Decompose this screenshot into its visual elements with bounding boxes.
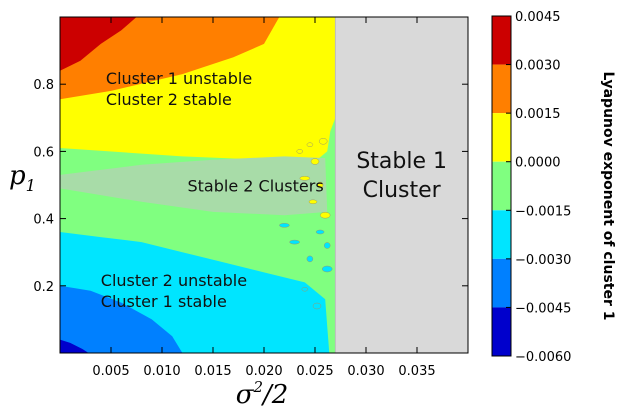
contour-speckle <box>316 181 324 189</box>
y-tick-label: 0.8 <box>33 78 54 93</box>
colorbar-segment <box>492 64 511 114</box>
contour-speckle <box>310 158 320 165</box>
contour-speckle <box>289 239 300 245</box>
contour-speckle <box>321 265 333 273</box>
x-tick-label: 0.025 <box>296 364 333 379</box>
colorbar-tick-label: −0.0030 <box>515 253 571 268</box>
contour-speckle <box>279 223 290 228</box>
contour-band-darkblue <box>60 339 89 353</box>
colorbar-tick-label: −0.0060 <box>515 350 571 365</box>
colorbar-segment <box>492 258 511 308</box>
contour-speckle <box>308 199 318 205</box>
stable-two-clusters-region <box>60 156 328 216</box>
x-tick-label: 0.015 <box>194 364 231 379</box>
contour-band-red <box>60 17 137 71</box>
contour-speckle <box>306 255 314 263</box>
x-tick-label: 0.010 <box>143 364 180 379</box>
x-tick-label: 0.020 <box>245 364 282 379</box>
x-axis-label: σ2/2 <box>236 378 289 410</box>
y-tick-label: 0.4 <box>33 213 54 228</box>
x-axis-ticks: 0.005 0.010 0.015 0.020 0.025 0.030 0.035 <box>92 17 436 379</box>
colorbar-tick-label: −0.0045 <box>515 301 571 316</box>
colorbar-tick-label: −0.0015 <box>515 204 571 219</box>
colorbar-label: Lyapunov exponent of cluster 1 <box>600 72 616 321</box>
colorbar-segment <box>492 16 511 65</box>
colorbar-tick-label: 0.0015 <box>515 107 561 122</box>
y-axis-ticks: 0.2 0.4 0.6 0.8 <box>33 78 468 295</box>
region-label: Cluster 2 stable <box>106 90 232 109</box>
colorbar: 0.0045 0.0030 0.0015 0.0000 −0.0015 −0.0030 −0… <box>491 10 571 365</box>
colorbar-tick-label: 0.0045 <box>515 10 561 25</box>
colorbar-segment <box>492 161 511 211</box>
y-tick-label: 0.2 <box>33 280 54 295</box>
y-tick-label: 0.6 <box>33 145 54 160</box>
contour-speckle <box>312 302 322 310</box>
region-labels: Cluster 1 unstable Cluster 2 stable Stable… <box>101 69 447 311</box>
colorbar-segment <box>492 210 511 259</box>
colorbar-tick-label: 0.0000 <box>515 156 561 171</box>
region-label: Cluster 1 stable <box>101 292 227 311</box>
region-label: Cluster 2 unstable <box>101 271 247 290</box>
x-tick-label: 0.030 <box>347 364 384 379</box>
region-label: Stable 2 Clusters <box>188 177 324 196</box>
contour-speckle <box>323 242 331 249</box>
colorbar-tick-label: 0.0030 <box>515 59 561 74</box>
contour-speckle <box>301 286 309 292</box>
contour-speckle <box>296 149 303 154</box>
contour-band-orange <box>60 17 280 100</box>
colorbar-segment <box>492 113 511 162</box>
contour-band-blue <box>60 285 183 353</box>
x-tick-label: 0.035 <box>398 364 435 379</box>
colorbar-segment <box>492 307 511 356</box>
y-axis-label: p1 <box>9 161 36 195</box>
region-label: Cluster <box>363 178 442 203</box>
contour-speckle <box>318 138 328 145</box>
contour-speckle <box>319 211 331 219</box>
stable-one-cluster-region <box>335 17 468 353</box>
colorbar-frame <box>491 15 512 357</box>
contour-speckle <box>306 142 314 147</box>
contour-speckle <box>315 229 325 235</box>
contour-speckle <box>299 176 311 181</box>
x-tick-label: 0.005 <box>92 364 129 379</box>
region-label: Stable 1 <box>356 149 447 174</box>
plot-area <box>60 17 468 353</box>
region-label: Cluster 1 unstable <box>106 69 252 88</box>
